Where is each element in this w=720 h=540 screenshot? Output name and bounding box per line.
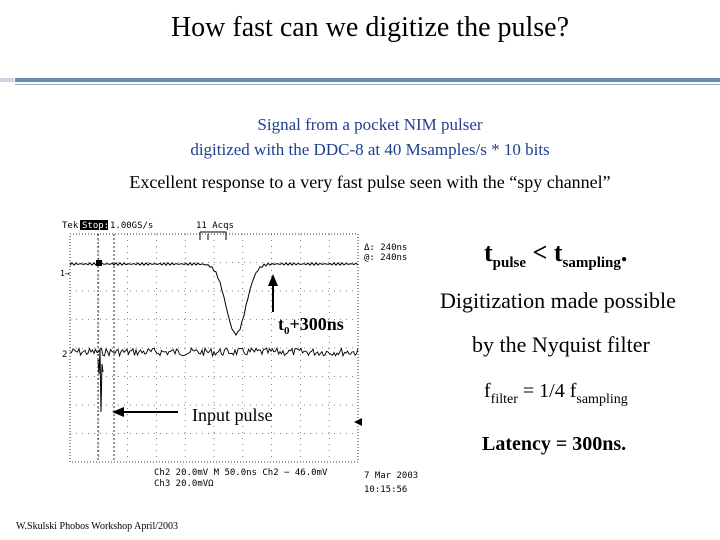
timing-relation: tpulse < tsampling.: [484, 238, 628, 271]
ch1-marker: 1→: [60, 269, 70, 278]
scope-mode: Stop:: [82, 221, 109, 231]
caption-line-1: Signal from a pocket NIM pulser: [257, 115, 483, 134]
footer-credit: W.Skulski Phobos Workshop April/2003: [16, 521, 178, 532]
scope-status-2: Ch3 20.0mVΩ: [154, 479, 214, 489]
digitization-text: Digitization made possible: [440, 288, 676, 313]
scope-graticule: [70, 234, 358, 462]
filter-equation: ffilter = 1/4 fsampling: [484, 380, 628, 407]
oscilloscope-screenshot: Tek Stop: 1.00GS/s 11 Acqs Δ: 240ns @: 2…: [60, 220, 418, 495]
scope-acqs: 11 Acqs: [196, 221, 234, 231]
title-rule-left: [0, 78, 14, 82]
ch2-marker: 2: [62, 350, 67, 360]
scope-cursor-a: Δ: 240ns: [364, 243, 407, 253]
latency-text: Latency = 300ns.: [482, 433, 627, 455]
title-rule-thin: [15, 84, 720, 85]
input-arrowhead: [112, 407, 124, 417]
caption-line-2: digitized with the DDC-8 at 40 Msamples/…: [190, 140, 550, 159]
scope-brand: Tek: [62, 221, 79, 231]
nyquist-text: by the Nyquist filter: [472, 332, 650, 357]
ch1-trace: [69, 262, 359, 336]
title-rule: [15, 78, 720, 82]
scope-rate: 1.00GS/s: [110, 221, 153, 231]
scope-stop-box: [80, 220, 108, 230]
subtitle: Excellent response to a very fast pulse …: [129, 172, 611, 192]
scope-time: 10:15:56: [364, 485, 407, 495]
t0-label: t0+300ns: [278, 314, 344, 337]
slide-title: How fast can we digitize the pulse?: [170, 12, 570, 43]
t0-arrowhead: [268, 274, 278, 286]
input-pulse-label: Input pulse: [192, 405, 273, 425]
scope-status-1: Ch2 20.0mV M 50.0ns Ch2 − 46.0mV: [154, 468, 328, 478]
scope-date: 7 Mar 2003: [364, 471, 418, 481]
scope-cursor-b: @: 240ns: [364, 253, 407, 263]
trigger-marker: [96, 260, 102, 266]
ch2-trace: [69, 346, 359, 358]
